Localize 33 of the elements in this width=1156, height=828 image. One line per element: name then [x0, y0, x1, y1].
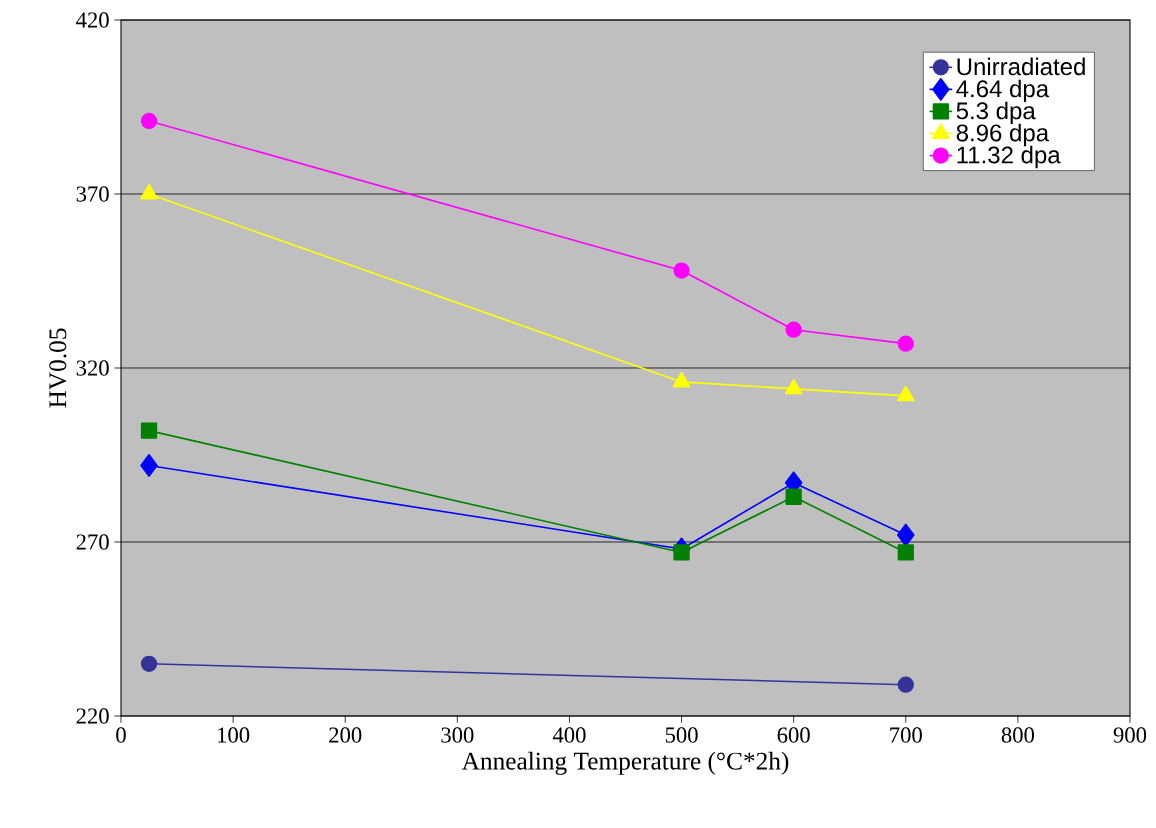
point	[897, 335, 914, 352]
legend-label: Unirradiated	[957, 57, 1085, 76]
point	[140, 655, 158, 672]
x-tick-label: 100	[218, 727, 250, 743]
x-tick-label: 500	[665, 727, 698, 743]
y-tick-label: 320	[76, 360, 109, 376]
x-tick-label: 0	[116, 727, 126, 743]
point	[785, 321, 802, 338]
y-tick-label: 270	[76, 534, 109, 550]
point	[140, 453, 158, 477]
x-tick-label: 900	[1113, 727, 1147, 743]
x-tick-label: 700	[890, 727, 922, 743]
point	[897, 676, 914, 693]
x-tick-label: 600	[777, 727, 810, 743]
legend-label: 5.3 dpa	[956, 101, 1036, 125]
legend-label: 8.96 dpa	[956, 123, 1050, 147]
x-tick-label: 800	[1001, 727, 1035, 743]
legend-label: 11.32 dpa	[957, 145, 1061, 169]
point	[140, 422, 158, 439]
y-tick-label: 420	[76, 12, 109, 28]
point	[897, 544, 914, 561]
point	[785, 488, 802, 505]
point	[673, 544, 690, 561]
x-tick-label: 200	[329, 727, 362, 743]
point	[896, 523, 915, 547]
y-tick-label: 370	[76, 186, 109, 202]
point	[673, 262, 690, 279]
y-tick-label: 220	[76, 708, 109, 724]
x-tick-label: 400	[552, 727, 586, 743]
point	[140, 112, 158, 130]
x-tick-label: 300	[441, 727, 474, 743]
x-axis-title: Annealing Temperature (°C*2h)	[461, 751, 789, 775]
y-axis-title: HV0.05	[49, 328, 67, 408]
